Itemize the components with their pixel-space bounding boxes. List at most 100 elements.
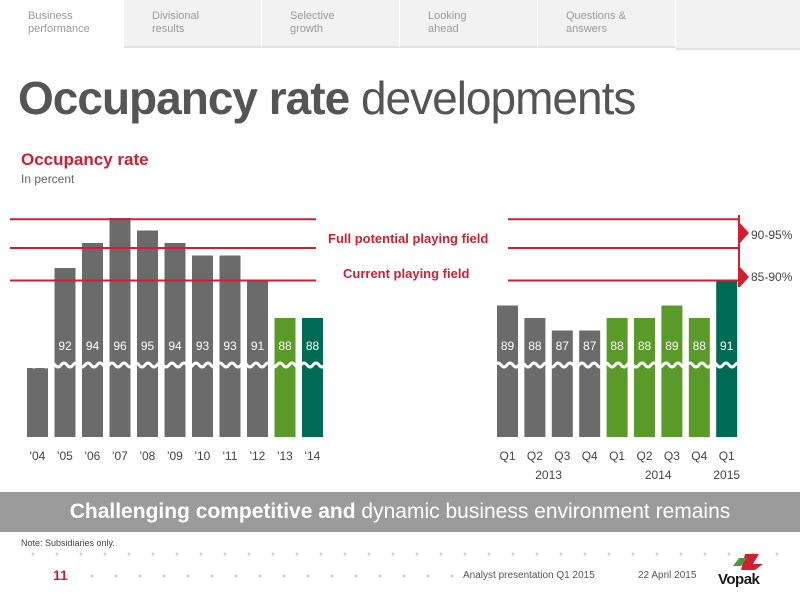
bar-value-label: 93 xyxy=(196,339,210,353)
logo-text: Vopak xyxy=(718,571,760,588)
range-low-label: 85-90% xyxy=(751,270,793,284)
bar-value-label: 84 xyxy=(31,339,45,353)
x-tick-label: '11 xyxy=(223,449,238,463)
summary-banner: Challenging competitive and dynamic busi… xyxy=(0,492,800,532)
x-tick-label: '07 xyxy=(112,449,128,463)
bar-annual-6 xyxy=(192,255,213,437)
tab-label: Selective growth xyxy=(290,10,335,35)
bar-annual-7 xyxy=(219,255,241,437)
bar-quarter-1 xyxy=(524,318,546,437)
bar-value-label: 96 xyxy=(113,339,127,353)
page-title: Occupancy rate developments xyxy=(18,72,636,124)
bar-quarter-5 xyxy=(634,318,655,437)
banner-light: dynamic business environment remains xyxy=(355,500,731,523)
x-tick-label: '04 xyxy=(30,449,46,463)
bar-value-label: 87 xyxy=(583,339,597,353)
bar-value-label: 89 xyxy=(501,339,515,353)
chart-subtitle: Occupancy rate xyxy=(21,150,149,169)
year-group-label: 2013 xyxy=(535,468,562,482)
bar-quarter-6 xyxy=(661,305,683,437)
chart-unit: In percent xyxy=(21,172,75,186)
year-group-label: 2015 xyxy=(713,468,740,482)
tab-questions-answers[interactable]: Questions & answers xyxy=(538,0,676,48)
x-tick-label: Q4 xyxy=(582,449,598,463)
bar-annual-4 xyxy=(137,230,158,437)
bar-value-label: 94 xyxy=(168,339,182,353)
axis-break xyxy=(23,361,327,369)
x-tick-label: Q2 xyxy=(636,449,652,463)
tab-filler xyxy=(676,0,800,50)
x-tick-label: Q1 xyxy=(499,449,515,463)
x-tick-label: '14 xyxy=(305,449,321,463)
tab-label: Looking ahead xyxy=(428,10,467,35)
year-group-label: 2014 xyxy=(645,468,672,482)
dotted-divider-footer xyxy=(80,574,460,578)
bar-value-label: 91 xyxy=(720,339,734,353)
bar-value-label: 95 xyxy=(141,339,155,353)
bar-value-label: 88 xyxy=(528,339,542,353)
tab-label: Business performance xyxy=(28,10,90,35)
x-tick-label: '09 xyxy=(167,449,183,463)
x-tick-label: Q1 xyxy=(609,449,625,463)
bar-quarter-7 xyxy=(688,318,710,437)
bar-value-label: 88 xyxy=(278,339,292,353)
bar-annual-9 xyxy=(274,318,296,437)
x-tick-label: Q3 xyxy=(554,449,570,463)
presentation-name: Analyst presentation Q1 2015 xyxy=(463,570,595,581)
x-tick-label: '10 xyxy=(195,449,211,463)
bar-annual-3 xyxy=(109,218,131,437)
top-navigation: Business performance Divisional results Se… xyxy=(0,0,800,50)
bar-value-label: 94 xyxy=(86,339,100,353)
bar-annual-10 xyxy=(302,318,323,437)
range-arrow-high-icon xyxy=(740,223,749,243)
tab-business-performance[interactable]: Business performance xyxy=(0,0,124,48)
x-tick-label: Q4 xyxy=(691,449,707,463)
current-field-label: Current playing field xyxy=(343,266,469,281)
presentation-date: 22 April 2015 xyxy=(638,570,697,581)
title-bold: Occupancy rate xyxy=(18,72,350,124)
footnote: Note: Subsidiaries only. xyxy=(21,538,115,548)
bar-value-label: 88 xyxy=(610,339,624,353)
bar-value-label: 88 xyxy=(306,339,320,353)
bar-annual-5 xyxy=(164,243,186,437)
banner-bold: Challenging competitive and xyxy=(69,500,356,523)
range-arrow-low-icon xyxy=(740,267,749,287)
bar-quarter-2 xyxy=(551,330,573,437)
bar-value-label: 87 xyxy=(556,339,570,353)
occupancy-chart: 84 '04 92 '05 94 '06 96 '07 95 '08 94 '09 93 '10 93 '11… xyxy=(10,215,793,482)
x-tick-label: '13 xyxy=(277,449,293,463)
dotted-divider xyxy=(21,552,781,556)
bar-value-label: 92 xyxy=(58,339,72,353)
bar-value-label: 93 xyxy=(223,339,237,353)
bar-value-label: 91 xyxy=(251,339,265,353)
page-number: 11 xyxy=(53,567,68,583)
bar-quarter-8 xyxy=(716,280,738,437)
axis-break xyxy=(493,361,749,369)
bar-value-label: 89 xyxy=(665,339,679,353)
tab-selective-growth[interactable]: Selective growth xyxy=(262,0,400,48)
bar-quarter-4 xyxy=(606,318,628,437)
x-tick-label: '12 xyxy=(250,449,266,463)
bar-annual-1 xyxy=(54,268,76,437)
x-tick-label: '08 xyxy=(140,449,156,463)
bar-quarter-3 xyxy=(579,330,601,437)
x-tick-label: '06 xyxy=(85,449,101,463)
tab-looking-ahead[interactable]: Looking ahead xyxy=(400,0,538,48)
x-tick-label: '05 xyxy=(57,449,73,463)
tab-divisional-results[interactable]: Divisional results xyxy=(124,0,262,48)
bar-annual-8 xyxy=(247,280,268,437)
vopak-logo-icon xyxy=(733,554,763,570)
x-tick-label: Q1 xyxy=(719,449,735,463)
tab-label: Questions & answers xyxy=(566,10,626,35)
bar-annual-0 xyxy=(27,368,48,437)
bar-value-label: 88 xyxy=(638,339,652,353)
tab-label: Divisional results xyxy=(152,10,200,35)
title-light: developments xyxy=(349,72,636,124)
x-tick-label: Q3 xyxy=(664,449,680,463)
bar-quarter-0 xyxy=(497,305,518,437)
full-potential-label: Full potential playing field xyxy=(328,231,488,246)
bar-annual-2 xyxy=(82,243,103,437)
bar-value-label: 88 xyxy=(693,339,707,353)
x-tick-label: Q2 xyxy=(527,449,543,463)
range-high-label: 90-95% xyxy=(751,228,793,242)
